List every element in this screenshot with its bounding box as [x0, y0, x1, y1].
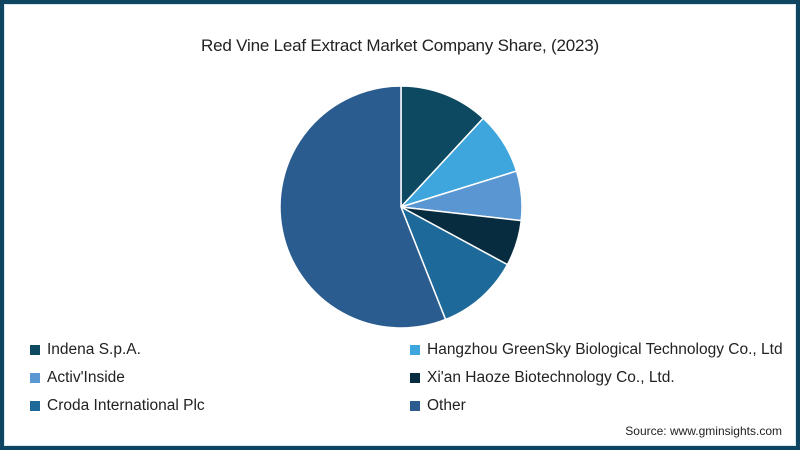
legend-swatch	[410, 373, 420, 383]
chart-canvas	[4, 4, 796, 446]
legend-item: Other	[410, 397, 466, 415]
legend-label: Croda International Plc	[47, 397, 205, 414]
legend-swatch	[410, 401, 420, 411]
legend-label: Activ'Inside	[47, 369, 125, 386]
legend-item: Activ'Inside	[30, 369, 125, 387]
legend-swatch	[410, 345, 420, 355]
legend-swatch	[30, 401, 40, 411]
chart-title: Red Vine Leaf Extract Market Company Sha…	[201, 36, 599, 55]
legend-label: Xi'an Haoze Biotechnology Co., Ltd.	[427, 369, 675, 386]
legend-swatch	[30, 345, 40, 355]
legend-item: Indena S.p.A.	[30, 341, 141, 359]
pie-slice-croda-international-plc	[399, 205, 509, 321]
legend-item: Croda International Plc	[30, 397, 205, 415]
pie-slice-indena-s-p-a	[400, 85, 485, 209]
legend-item: Xi'an Haoze Biotechnology Co., Ltd.	[410, 369, 675, 387]
legend-swatch	[30, 373, 40, 383]
legend-label: Other	[427, 397, 466, 414]
source-note: Source: www.gminsights.com	[625, 424, 782, 438]
legend-label: Hangzhou GreenSky Biological Technology …	[427, 341, 783, 358]
legend-item: Hangzhou GreenSky Biological Technology …	[410, 341, 783, 359]
pie-chart	[279, 85, 523, 329]
pie-slice-other	[279, 85, 447, 329]
legend-label: Indena S.p.A.	[47, 341, 141, 358]
